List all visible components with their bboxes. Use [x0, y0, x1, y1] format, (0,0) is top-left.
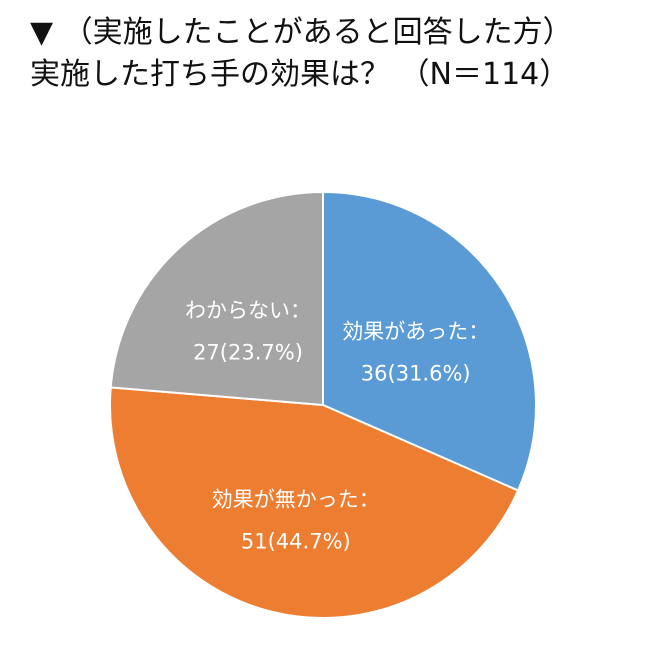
- pie-slice-unknown: [109, 190, 324, 407]
- pie-slice-effective: [322, 190, 537, 492]
- pie-slice-not-effective: [109, 386, 520, 619]
- chart-title-line-1: ▼ （実施したことがあると回答した方）: [30, 15, 573, 50]
- slice-value-unknown: 27(23.7%): [193, 341, 303, 365]
- slice-label-not-effective: 効果が無かった：: [212, 487, 380, 511]
- slice-value-effective: 36(31.6%): [361, 361, 471, 385]
- chart-title: ▼ （実施したことがあると回答した方） 実施した打ち手の効果は？ （N＝114）: [30, 12, 640, 96]
- slice-value-not-effective: 51(44.7%): [241, 529, 351, 553]
- slice-label-effective: 効果があった：: [342, 319, 489, 343]
- chart-title-line-2: 実施した打ち手の効果は？ （N＝114）: [30, 57, 570, 92]
- slice-label-unknown: わからない：: [185, 299, 311, 323]
